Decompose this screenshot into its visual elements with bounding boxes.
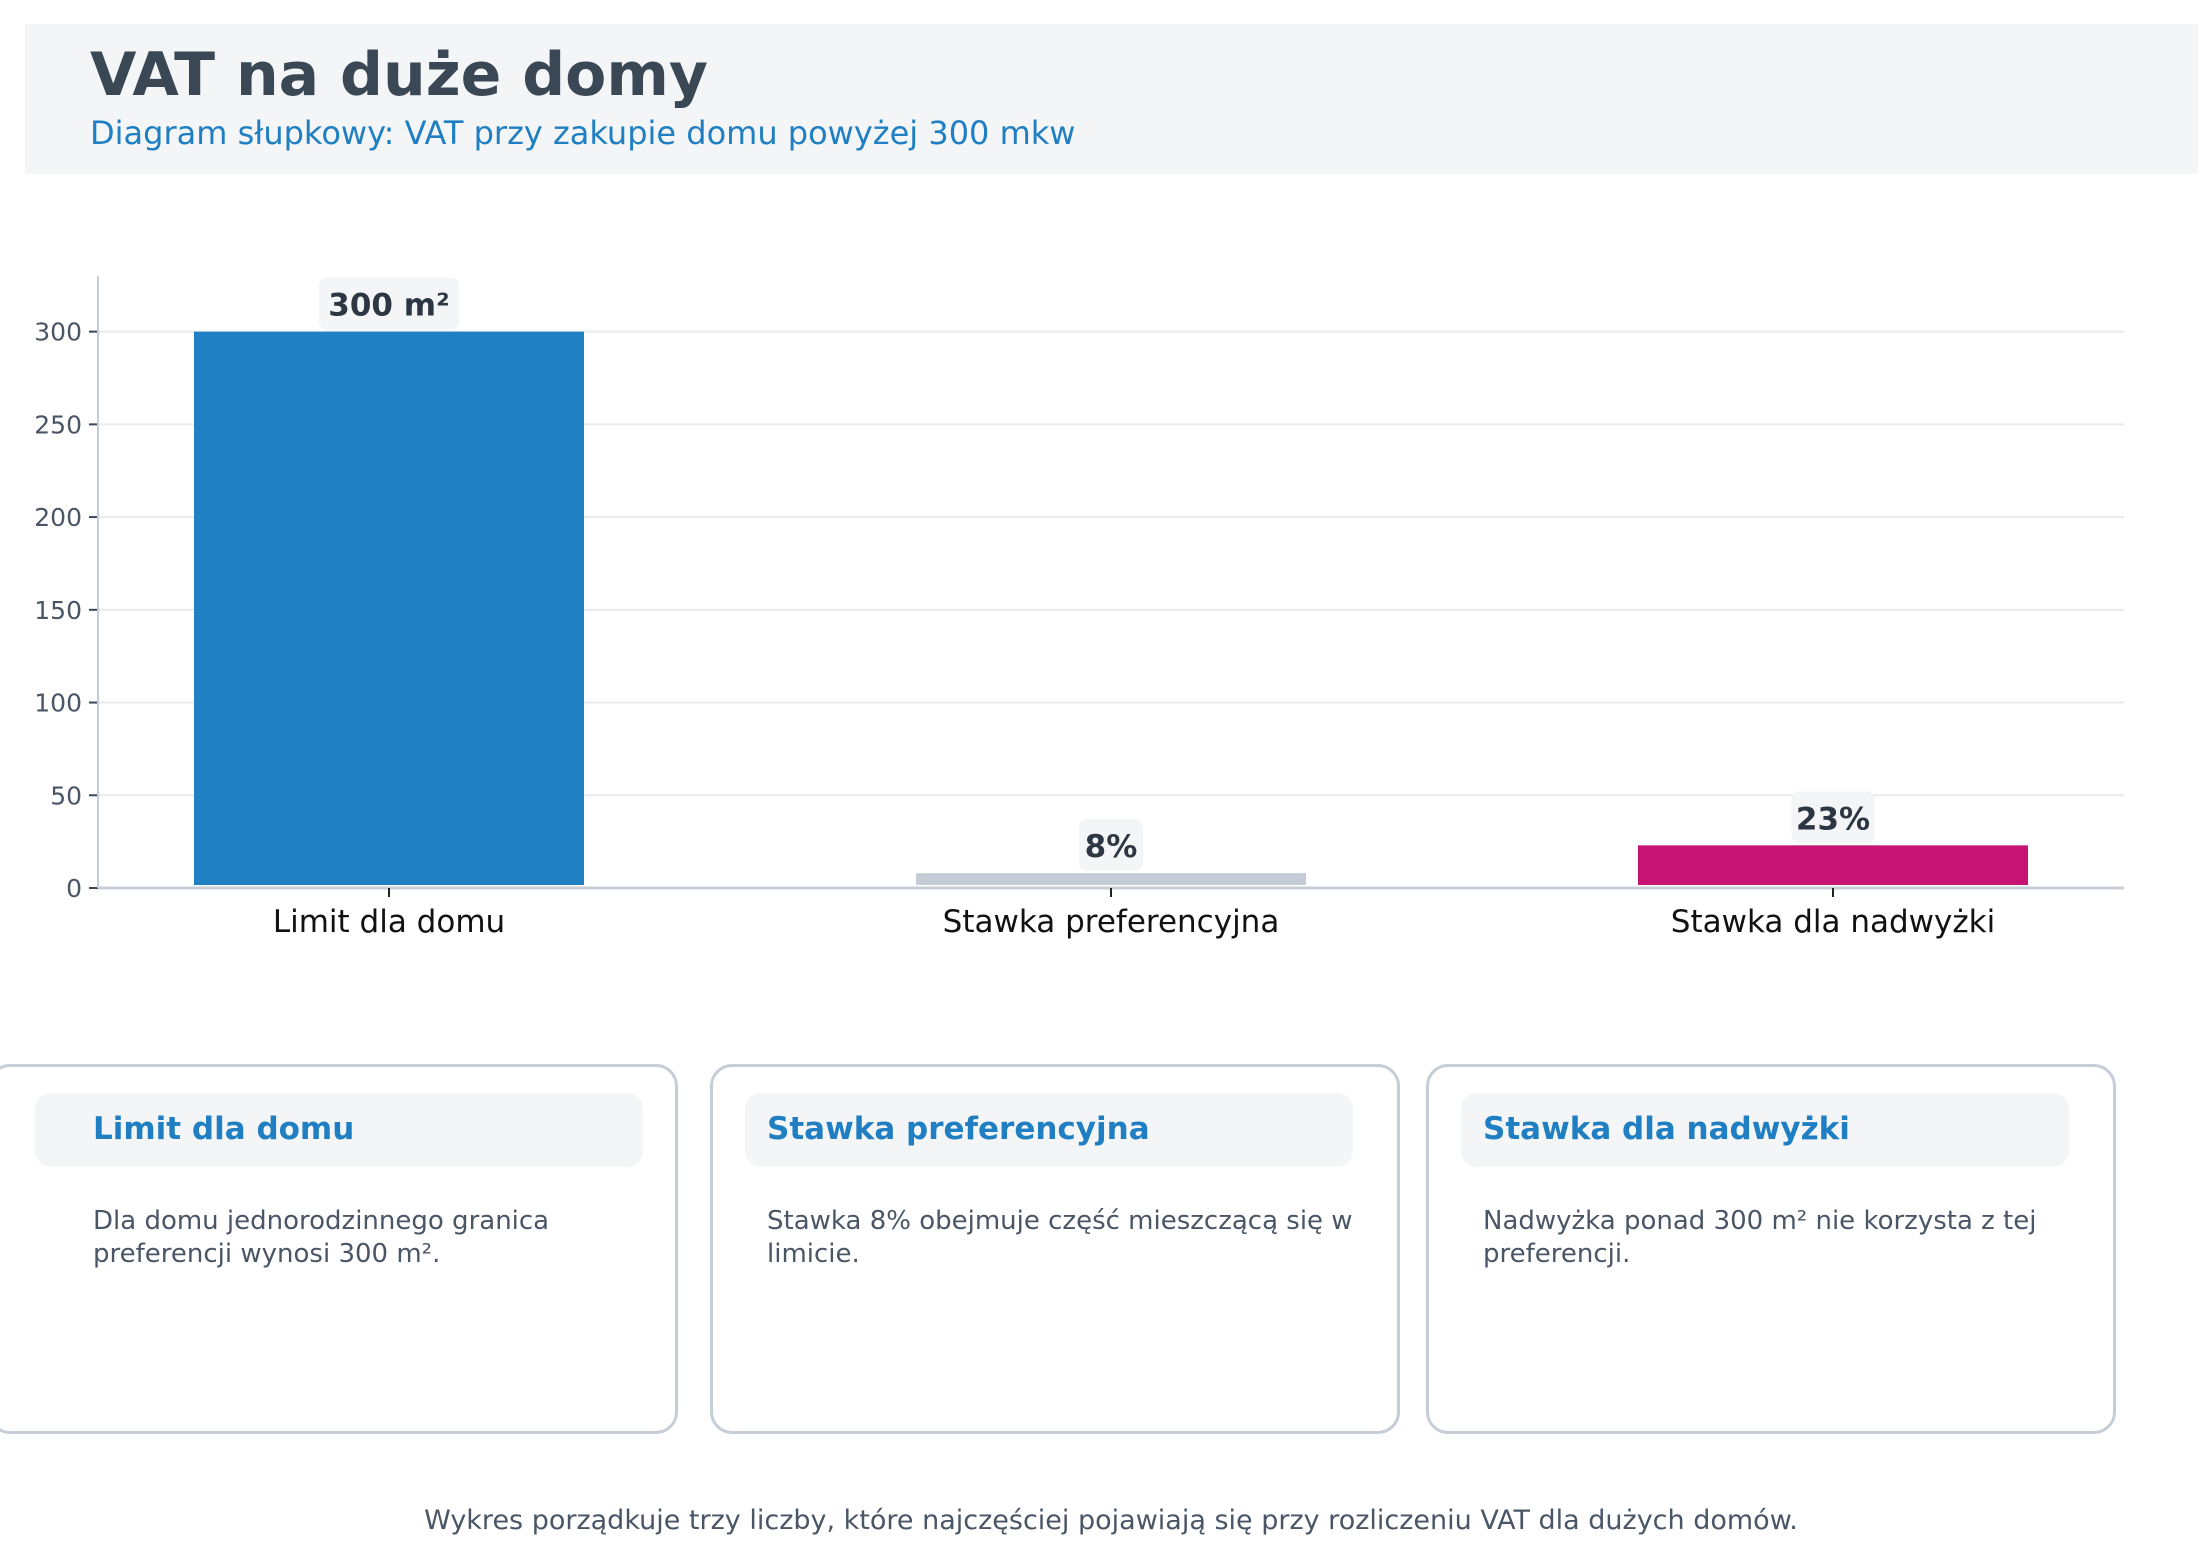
data-label-box [1079, 819, 1143, 872]
bar [194, 331, 584, 885]
x-tick-label: Limit dla domu [273, 904, 505, 940]
bar-chart: 0 50 100 150 200 250 300 Limit dla domu 300 m² St… [34, 276, 2124, 940]
y-tick-label: 0 [66, 874, 82, 903]
bar [1638, 845, 2028, 885]
card-header [1461, 1093, 2069, 1167]
x-tick-label: Stawka preferencyjna [943, 904, 1280, 940]
y-tick-label: 100 [34, 689, 82, 718]
header-panel: VAT na duże domy Diagram słupkowy: VAT p… [25, 24, 2198, 174]
info-card-surplus-rate: Stawka dla nadwyżki Nadwyżka ponad 300 m… [1426, 1064, 2116, 1434]
data-label-box [319, 277, 459, 330]
footer-note: Wykres porządkuje trzy liczby, które naj… [424, 1505, 1798, 1536]
info-card-limit: Limit dla domu Dla domu jednorodzinnego … [0, 1064, 678, 1434]
data-label: 300 m² [328, 288, 449, 324]
card-header [35, 1093, 643, 1167]
info-card-preferential-rate: Stawka preferencyjna Stawka 8% obejmuje … [710, 1064, 1400, 1434]
y-tick-label: 200 [34, 503, 82, 532]
data-label-box [1791, 791, 1875, 844]
data-label: 8% [1085, 829, 1138, 865]
y-tick-label: 150 [34, 596, 82, 625]
y-tick-label: 250 [34, 410, 82, 439]
card-title: Limit dla domu [93, 1111, 355, 1147]
page-subtitle: Diagram słupkowy: VAT przy zakupie domu … [90, 114, 1076, 152]
card-body: Stawka 8% obejmuje część mieszczącą się … [767, 1206, 1353, 1269]
card-title: Stawka dla nadwyżki [1483, 1111, 1850, 1147]
card-body: Nadwyżka ponad 300 m² nie korzysta z tej… [1483, 1206, 2037, 1269]
card-body: Dla domu jednorodzinnego granica prefere… [93, 1206, 550, 1269]
data-label: 23% [1796, 801, 1870, 837]
y-tick-label: 50 [50, 781, 82, 810]
card-header [745, 1093, 1353, 1167]
x-tick-label: Stawka dla nadwyżki [1671, 904, 1995, 940]
card-title: Stawka preferencyjna [767, 1111, 1150, 1147]
bar [916, 873, 1306, 885]
page-title: VAT na duże domy [90, 40, 709, 110]
y-tick-label: 300 [34, 318, 82, 347]
